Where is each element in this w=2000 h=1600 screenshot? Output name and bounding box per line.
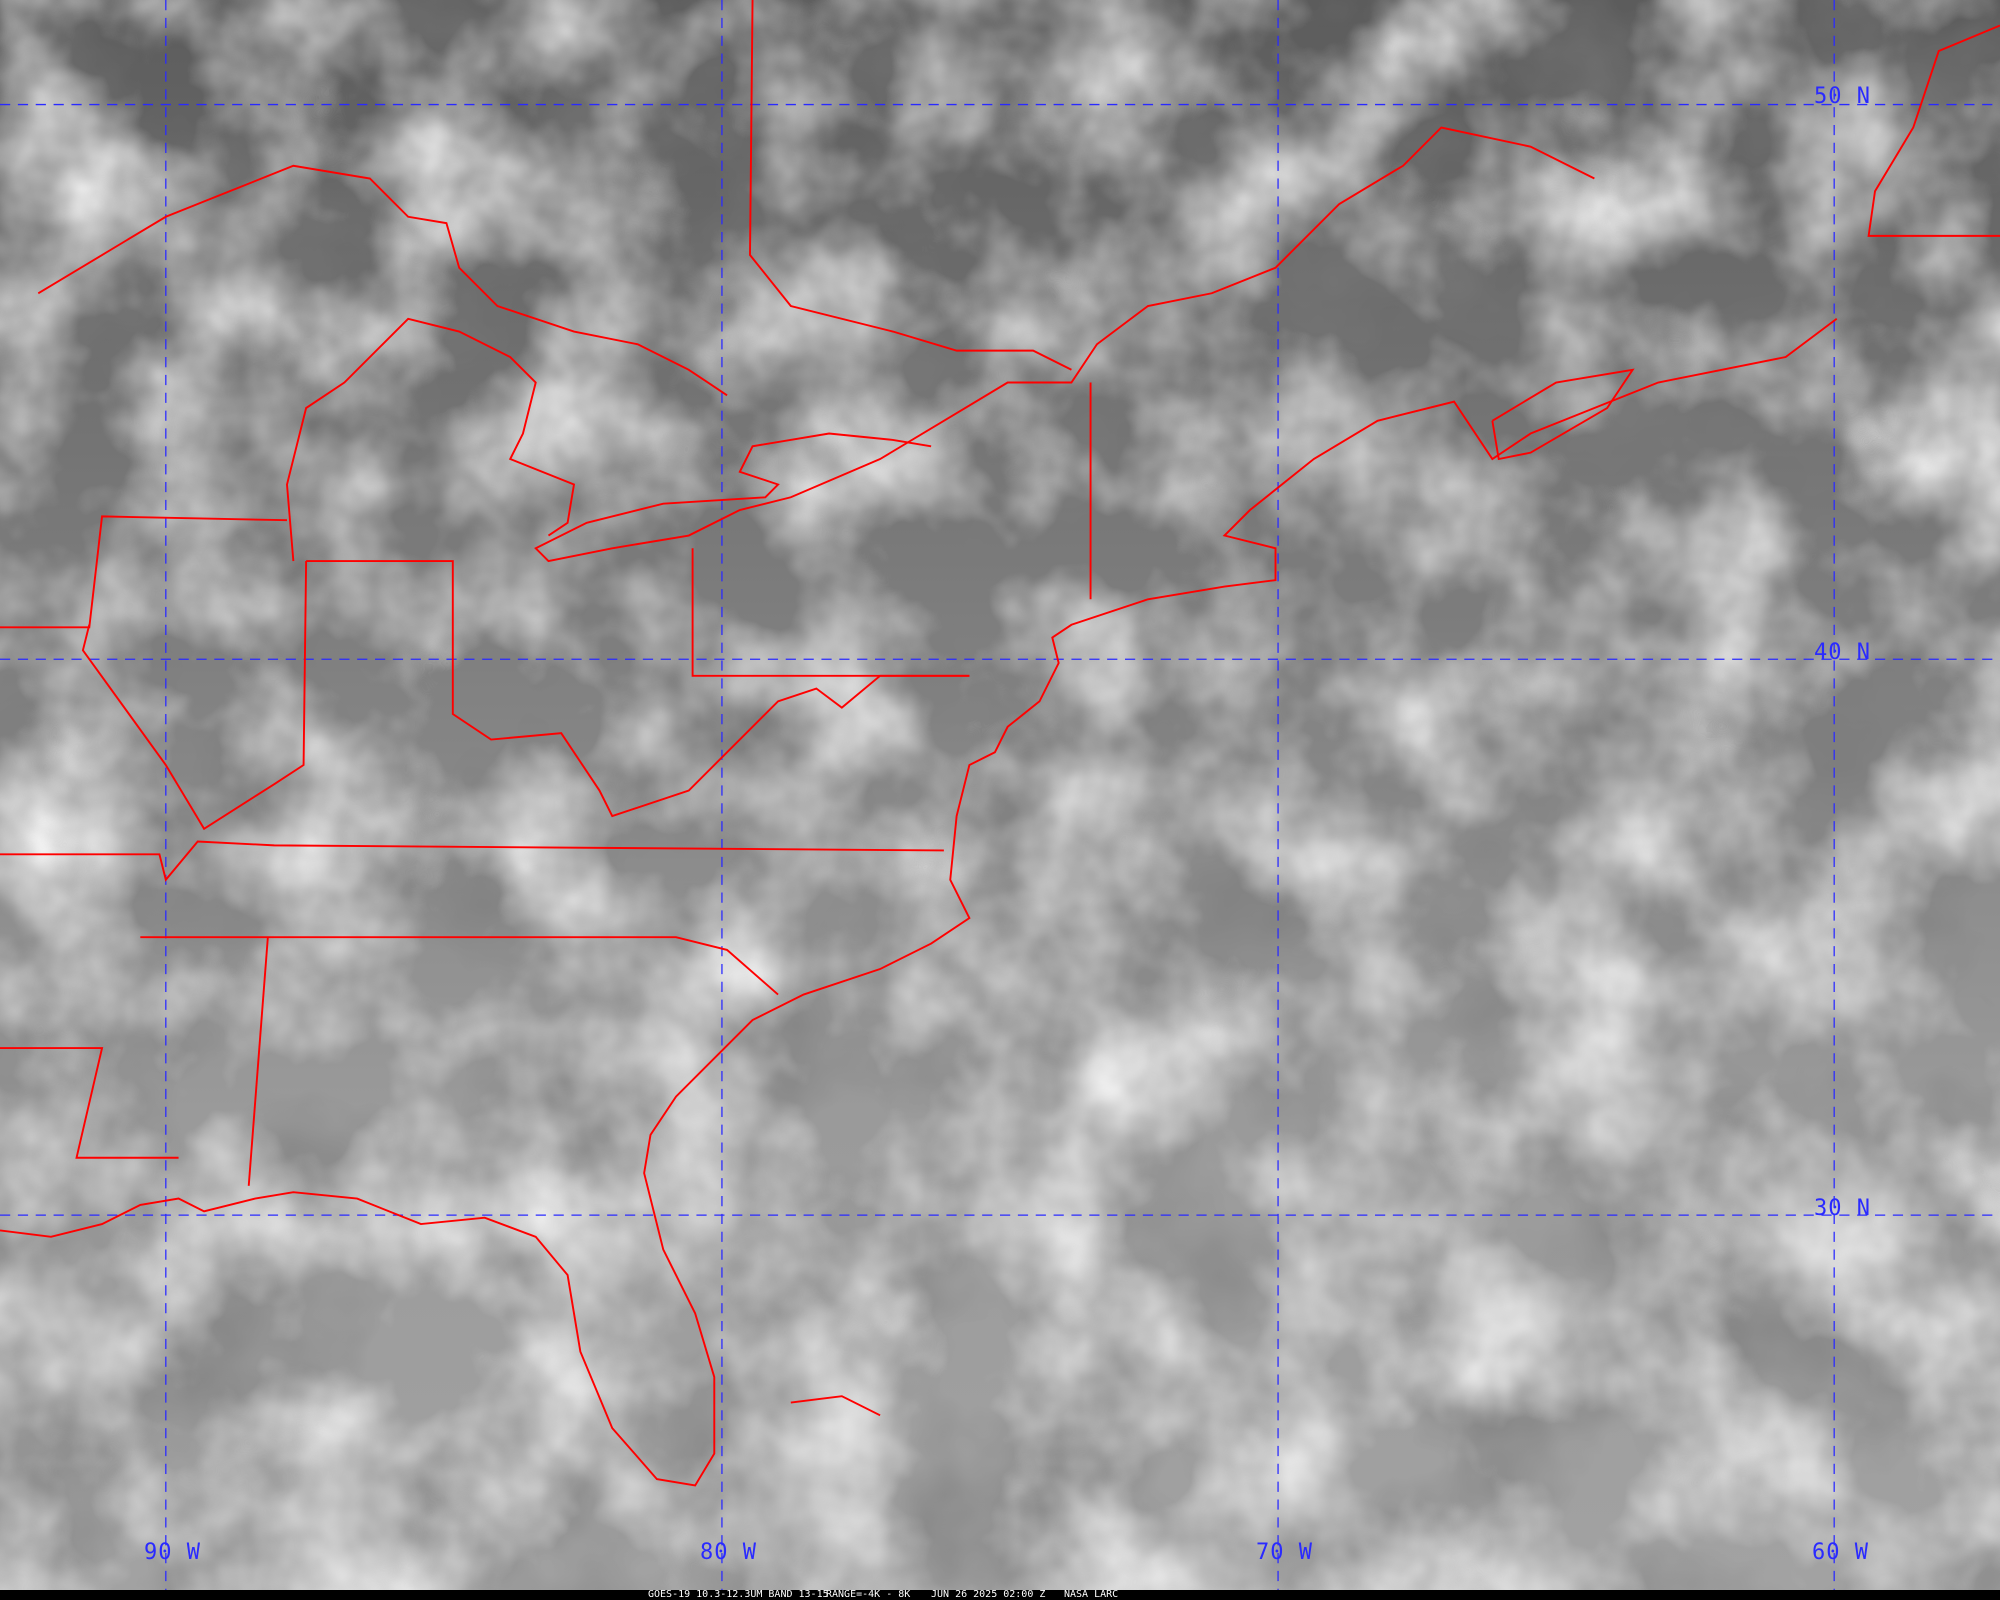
east-coastline — [0, 318, 1838, 1487]
lat-label-50n: 50 N — [1814, 84, 1871, 109]
borders — [0, 0, 2000, 1487]
caption-datetime: JUN 26 2025 02:00 Z — [931, 1589, 1046, 1600]
great-lakes-north — [749, 0, 1072, 371]
caption-range: RANGE=-4K - 8K — [826, 1589, 911, 1600]
state-lines-5 — [247, 937, 269, 1186]
caption-bar: GOES-19 10.3-12.3UM BAND 13-15 RANGE=-4K… — [0, 1590, 2000, 1600]
lat-label-40n: 40 N — [1814, 640, 1871, 665]
caption-source: NASA LARC — [1064, 1589, 1119, 1600]
state-lines-2 — [306, 560, 970, 818]
lon-label-90w: 90 W — [144, 1540, 201, 1565]
lat-label-30n: 30 N — [1814, 1196, 1871, 1221]
st-lawrence — [534, 126, 1595, 563]
state-lines-6 — [0, 1047, 179, 1159]
state-lines-4 — [140, 936, 779, 996]
state-lines-3 — [0, 840, 944, 882]
lake-superior — [37, 164, 728, 397]
newfoundland — [1867, 24, 2000, 237]
state-lines-7 — [691, 548, 970, 677]
lon-label-60w: 60 W — [1812, 1540, 1869, 1565]
lon-label-70w: 70 W — [1256, 1540, 1313, 1565]
nova-scotia — [1491, 368, 1635, 461]
bahamas — [790, 1395, 881, 1417]
caption-product: GOES-19 10.3-12.3UM BAND 13-15 — [648, 1589, 829, 1600]
state-lines-1 — [0, 515, 288, 629]
state-lines-9 — [81, 561, 308, 831]
lon-label-80w: 80 W — [700, 1540, 757, 1565]
lake-michigan — [286, 317, 576, 562]
